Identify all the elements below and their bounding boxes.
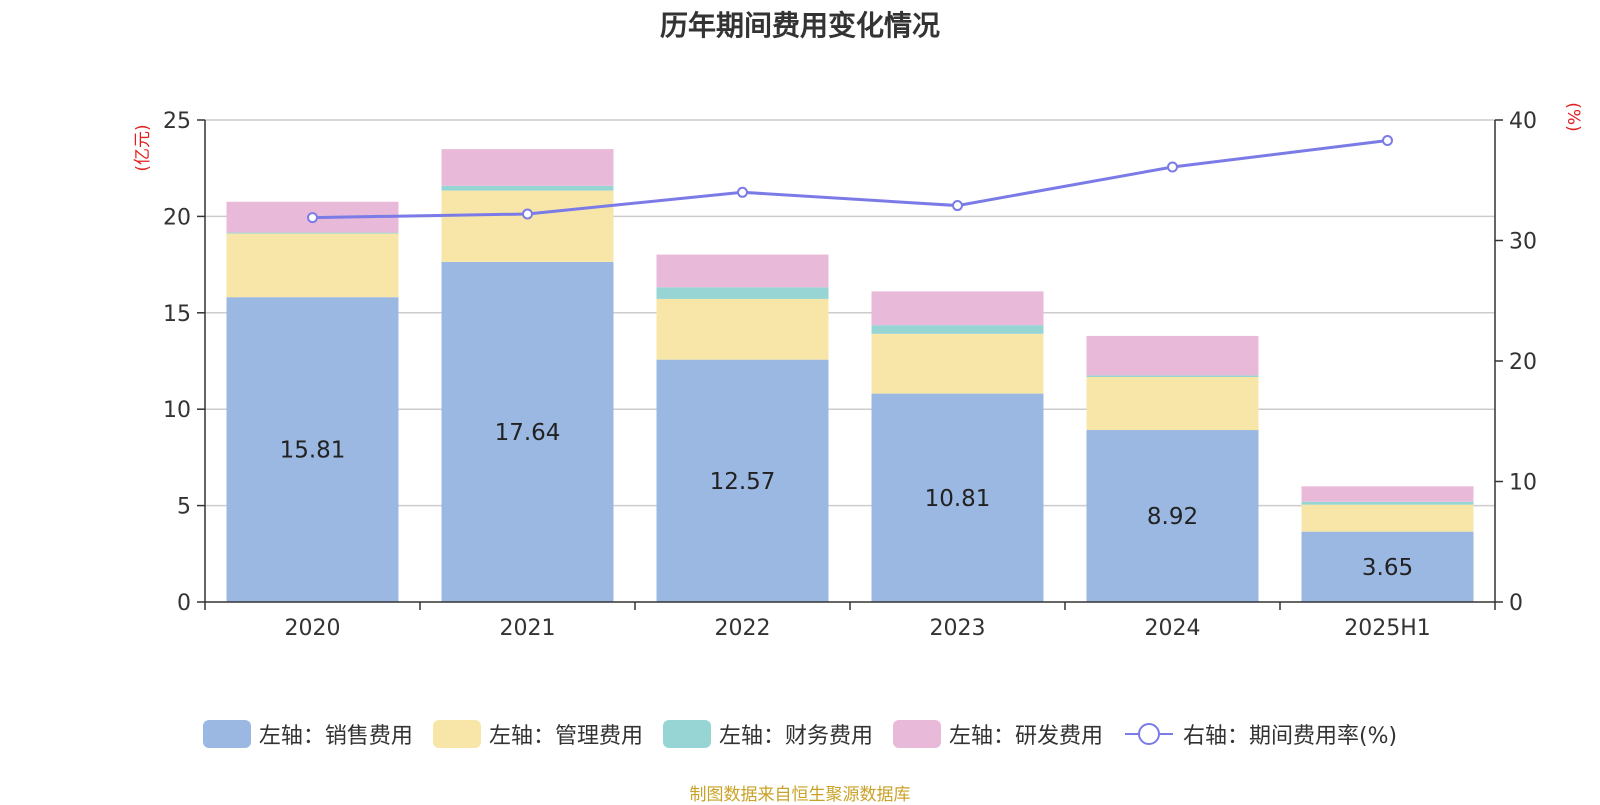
right-tick-label: 20 <box>1509 350 1537 375</box>
data-label-sales: 3.65 <box>1362 555 1413 581</box>
bar-sales <box>1086 430 1259 602</box>
x-tick-label: 2020 <box>285 616 341 641</box>
legend: 左轴：销售费用 左轴：管理费用 左轴：财务费用 左轴：研发费用 右轴：期间费用率(%) <box>0 718 1600 750</box>
bar-admin <box>226 233 399 298</box>
legend-item-admin[interactable]: 左轴：管理费用 <box>432 718 643 750</box>
x-tick-label: 2022 <box>715 616 771 641</box>
rate-point <box>1167 161 1178 173</box>
legend-label-rate: 右轴：期间费用率(%) <box>1182 724 1398 749</box>
chart-plot: 0 5 10 15 20 25 0 10 20 30 40 2020 2021 2022 2023 2024 2… <box>133 102 1583 641</box>
right-axis-unit: (%) <box>1563 102 1583 131</box>
bar-finance <box>1301 501 1474 505</box>
axes: 0 5 10 15 20 25 0 10 20 30 40 2020 2021 2022 2023 2024 2… <box>163 109 1537 641</box>
bar-rnd <box>871 291 1044 326</box>
bar-rnd <box>1301 486 1474 502</box>
x-tick-label: 2023 <box>930 616 986 641</box>
data-labels: 15.81 17.64 12.57 10.81 8.92 3.65 <box>280 420 1414 581</box>
bar-finance <box>1086 375 1259 378</box>
left-tick-label: 10 <box>163 398 191 423</box>
right-tick-label: 10 <box>1509 471 1537 496</box>
x-tick-label: 2025H1 <box>1344 616 1431 641</box>
left-tick-label: 15 <box>163 302 191 327</box>
legend-swatch-admin <box>432 720 481 748</box>
bar-rnd <box>1086 335 1259 376</box>
legend-label-finance: 左轴：财务费用 <box>718 724 873 749</box>
rate-line-path <box>312 138 1388 220</box>
bar-finance <box>441 185 614 191</box>
legend-item-sales[interactable]: 左轴：销售费用 <box>202 718 413 750</box>
left-tick-label: 0 <box>177 591 191 616</box>
left-tick-label: 20 <box>163 205 191 230</box>
right-tick-label: 30 <box>1509 230 1537 255</box>
bar-admin <box>441 190 614 262</box>
bar-sales <box>656 359 829 602</box>
bar-rnd <box>656 254 829 288</box>
legend-label-rnd: 左轴：研发费用 <box>948 724 1103 749</box>
legend-label-sales: 左轴：销售费用 <box>258 724 413 749</box>
bar-finance <box>226 232 399 234</box>
bar-sales <box>871 393 1044 602</box>
bar-sales <box>1301 531 1474 602</box>
legend-swatch-finance <box>662 720 711 748</box>
legend-item-rnd[interactable]: 左轴：研发费用 <box>892 718 1103 750</box>
bar-admin <box>656 298 829 360</box>
rate-point <box>952 200 963 212</box>
rate-point <box>737 186 748 198</box>
legend-swatch-sales <box>202 720 251 748</box>
data-label-sales: 10.81 <box>925 486 991 512</box>
bar-admin <box>871 333 1044 394</box>
bar-finance <box>871 325 1044 334</box>
x-tick-label: 2021 <box>500 616 556 641</box>
legend-item-finance[interactable]: 左轴：财务费用 <box>662 718 873 750</box>
rate-point <box>1382 134 1393 146</box>
bars <box>226 149 1474 602</box>
legend-label-admin: 左轴：管理费用 <box>488 724 643 749</box>
legend-swatch-rate <box>1124 723 1173 745</box>
bar-admin <box>1301 504 1474 532</box>
chart-title: 历年期间费用变化情况 <box>659 9 940 42</box>
data-label-sales: 8.92 <box>1147 504 1198 530</box>
rate-point <box>307 212 318 224</box>
left-axis-unit: (亿元) <box>133 124 153 171</box>
source-note: 制图数据来自恒生聚源数据库 <box>689 785 911 805</box>
bar-rnd <box>441 149 614 186</box>
bar-finance <box>656 287 829 299</box>
left-tick-label: 25 <box>163 109 191 134</box>
data-label-sales: 17.64 <box>495 420 561 446</box>
legend-item-rate[interactable]: 右轴：期间费用率(%) <box>1123 718 1397 750</box>
data-label-sales: 15.81 <box>280 438 346 464</box>
bar-sales <box>226 297 399 602</box>
bar-admin <box>1086 377 1259 431</box>
bar-sales <box>441 261 614 602</box>
data-label-sales: 12.57 <box>710 469 776 495</box>
rate-point <box>522 208 533 220</box>
left-tick-label: 5 <box>177 495 191 520</box>
right-tick-label: 40 <box>1509 109 1537 134</box>
legend-swatch-rnd <box>892 720 941 748</box>
rate-line <box>307 134 1393 224</box>
right-tick-label: 0 <box>1509 591 1523 616</box>
x-tick-label: 2024 <box>1145 616 1201 641</box>
